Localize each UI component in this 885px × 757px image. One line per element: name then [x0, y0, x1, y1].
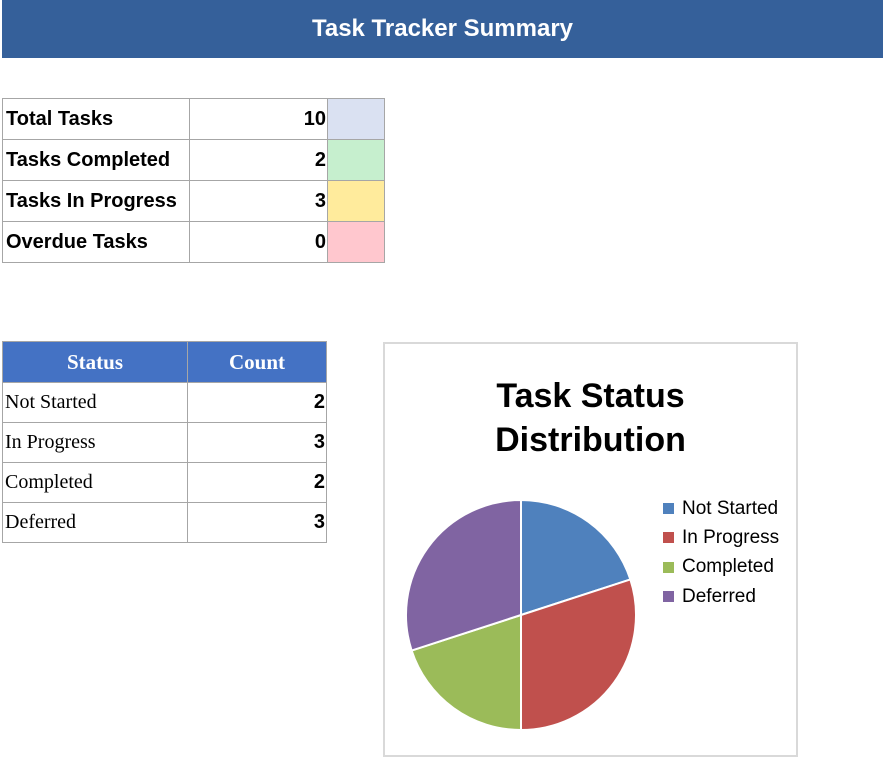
status-column-header[interactable]: Status	[2, 341, 188, 383]
status-header-row: Status Count	[2, 341, 327, 383]
table-row: Completed 2	[2, 462, 327, 503]
status-count-table: Status Count Not Started 2 In Progress 3…	[2, 341, 327, 543]
legend-item: Completed	[663, 553, 779, 582]
summary-color-swatch[interactable]	[327, 98, 385, 140]
table-row: In Progress 3	[2, 422, 327, 463]
summary-value[interactable]: 2	[189, 139, 328, 181]
legend-item: In Progress	[663, 523, 779, 552]
legend-item: Deferred	[663, 582, 779, 611]
status-name[interactable]: Completed	[2, 462, 188, 503]
legend-label: In Progress	[682, 526, 780, 548]
pie-slice-not-started[interactable]	[520, 498, 632, 617]
legend-label: Completed	[682, 556, 774, 578]
summary-color-swatch[interactable]	[327, 180, 385, 222]
summary-color-swatch[interactable]	[327, 139, 385, 181]
summary-value[interactable]: 10	[189, 98, 328, 140]
table-row: Not Started 2	[2, 382, 327, 423]
pie-chart[interactable]: Task Status Distribution Not Started In …	[383, 342, 798, 757]
status-name[interactable]: Deferred	[2, 502, 188, 543]
legend-label: Not Started	[682, 497, 779, 519]
summary-label[interactable]: Tasks In Progress	[2, 180, 190, 222]
pie-slice-in-progress[interactable]	[520, 578, 637, 732]
status-count[interactable]: 2	[187, 382, 327, 423]
legend-swatch	[663, 532, 674, 544]
status-name[interactable]: In Progress	[2, 422, 188, 463]
chart-legend: Not Started In Progress Completed Deferr…	[663, 494, 779, 611]
legend-swatch	[663, 591, 674, 603]
summary-color-swatch[interactable]	[327, 221, 385, 263]
summary-row: Tasks In Progress 3	[2, 180, 385, 222]
summary-row: Tasks Completed 2	[2, 139, 385, 181]
pie-slice-completed[interactable]	[410, 613, 522, 732]
page-title: Task Tracker Summary	[311, 15, 574, 42]
status-count[interactable]: 3	[187, 502, 327, 543]
table-row: Deferred 3	[2, 502, 327, 543]
legend-swatch	[663, 503, 674, 515]
count-column-header[interactable]: Count	[187, 341, 327, 383]
legend-label: Deferred	[682, 585, 756, 607]
summary-table: Total Tasks 10 Tasks Completed 2 Tasks I…	[2, 98, 385, 263]
legend-swatch	[663, 561, 674, 573]
summary-value[interactable]: 0	[189, 221, 328, 263]
summary-value[interactable]: 3	[189, 180, 328, 222]
status-count[interactable]: 3	[187, 422, 327, 463]
pie-slice-deferred[interactable]	[405, 498, 522, 652]
status-count[interactable]: 2	[187, 462, 327, 503]
summary-label[interactable]: Total Tasks	[2, 98, 190, 140]
chart-title-line: Distribution	[495, 421, 686, 459]
summary-label[interactable]: Overdue Tasks	[2, 221, 190, 263]
summary-label[interactable]: Tasks Completed	[2, 139, 190, 181]
chart-title-line: Task Status	[496, 377, 685, 415]
legend-item: Not Started	[663, 494, 779, 523]
summary-row: Overdue Tasks 0	[2, 221, 385, 263]
status-name[interactable]: Not Started	[2, 382, 188, 423]
summary-row: Total Tasks 10	[2, 98, 385, 140]
header-banner: Task Tracker Summary	[2, 0, 883, 58]
pie-plot-area	[405, 498, 637, 732]
